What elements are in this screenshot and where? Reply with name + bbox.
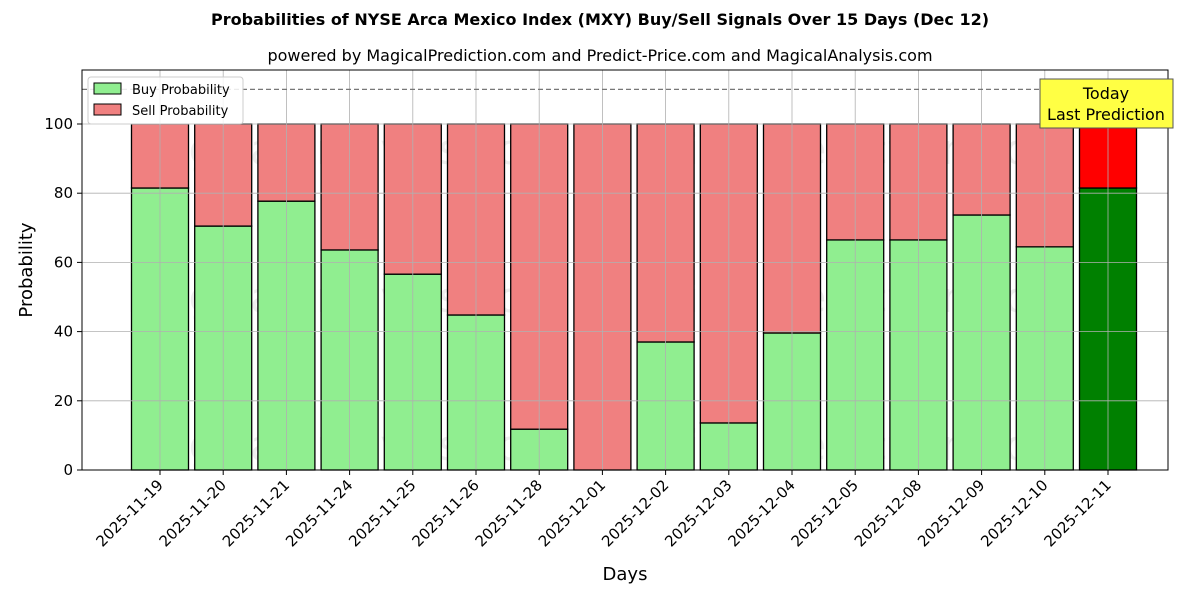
legend-label: Sell Probability [132, 104, 229, 119]
x-tick-label: 2025-12-02 [598, 476, 672, 550]
plot-frame [81, 69, 1169, 471]
y-tick-label: 60 [54, 253, 73, 271]
svg-text:Last Prediction: Last Prediction [1047, 105, 1165, 124]
x-tick-label: 2025-11-21 [219, 476, 293, 550]
legend-swatch [93, 82, 122, 95]
y-axis-label: Probability [16, 222, 37, 317]
chart-subtitle: powered by MagicalPrediction.com and Pre… [267, 46, 933, 65]
x-tick-label: 2025-11-24 [282, 476, 356, 550]
x-tick-label: 2025-12-03 [661, 476, 735, 550]
x-tick-label: 2025-12-01 [535, 476, 609, 550]
x-tick-label: 2025-11-28 [472, 476, 546, 550]
legend-swatch [93, 103, 122, 116]
legend: Buy Probability Sell Probability [87, 76, 244, 125]
x-axis-label: Days [603, 564, 648, 585]
x-tick-label: 2025-12-09 [914, 476, 988, 550]
x-tick-label: 2025-11-26 [408, 476, 482, 550]
y-tick-label: 20 [54, 392, 73, 410]
x-tick-label: 2025-11-19 [92, 476, 166, 550]
x-tick-label: 2025-12-04 [724, 476, 798, 550]
x-tick-label: 2025-12-08 [851, 476, 925, 550]
x-tick-label: 2025-12-11 [1040, 476, 1114, 550]
y-tick-label: 80 [54, 184, 73, 202]
chart-title: Probabilities of NYSE Arca Mexico Index … [210, 10, 990, 29]
x-tick-label: 2025-12-10 [977, 476, 1051, 550]
x-tick-label: 2025-11-25 [345, 476, 419, 550]
y-tick-label: 40 [54, 323, 73, 341]
y-tick-label: 0 [63, 461, 73, 479]
x-tick-label: 2025-11-20 [156, 476, 230, 550]
x-tick-label: 2025-12-05 [788, 476, 862, 550]
today-annotation: Today Last Prediction [1039, 78, 1174, 129]
y-tick-label: 100 [44, 115, 73, 133]
legend-label: Buy Probability [132, 83, 230, 98]
svg-text:Today: Today [1082, 84, 1129, 103]
